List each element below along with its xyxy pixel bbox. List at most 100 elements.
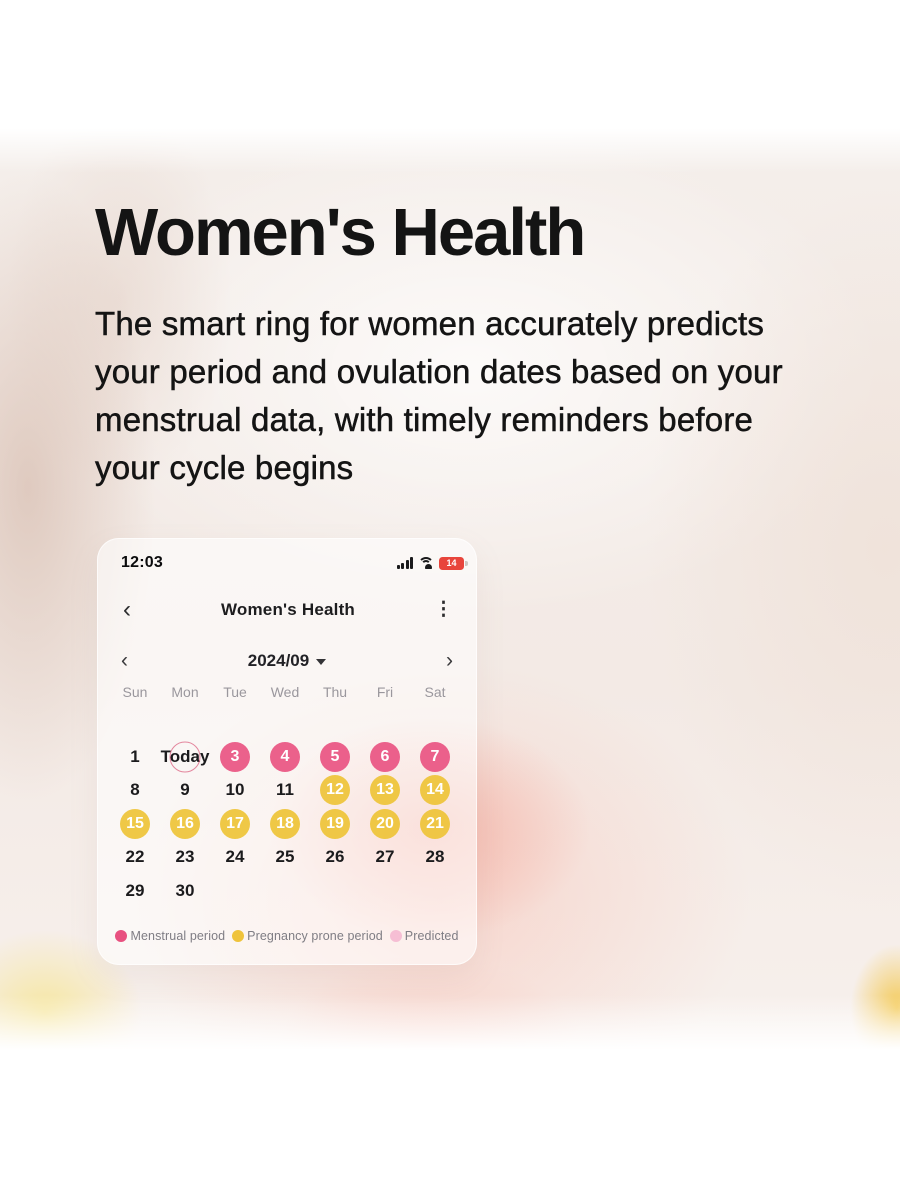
legend-label: Predicted [404, 929, 459, 943]
calendar-day-label: 8 [130, 780, 140, 800]
calendar-day-label: 29 [125, 880, 145, 900]
calendar-day-label: 10 [225, 780, 245, 800]
calendar-day-cell[interactable]: 24 [210, 841, 260, 875]
calendar-day-label: 1 [130, 746, 140, 766]
calendar-day-label: 28 [425, 847, 445, 867]
calendar-day-label: 25 [275, 847, 295, 867]
calendar-day-cell[interactable]: 23 [160, 841, 210, 875]
prev-month-chevron-icon[interactable]: ‹ [121, 649, 128, 672]
calendar-day-label: 19 [320, 808, 350, 839]
calendar-day-label: 24 [225, 847, 245, 867]
calendar-day-cell[interactable]: 22 [110, 841, 160, 875]
calendar-day-cell[interactable]: 1 [110, 740, 160, 774]
calendar-day-cell[interactable]: 28 [410, 841, 460, 875]
description-line: The smart ring for women accurately pred… [95, 305, 765, 343]
calendar-day-label: 22 [125, 847, 145, 867]
calendar-day-label: 5 [320, 741, 350, 772]
calendar-day-cell[interactable]: 3 [210, 740, 260, 774]
calendar-day-cell[interactable]: 17 [210, 807, 260, 841]
next-month-chevron-icon[interactable]: › [446, 649, 453, 672]
calendar-day-label: 15 [120, 808, 150, 839]
calendar-day-cell[interactable]: 8 [110, 774, 160, 808]
calendar-day-cell[interactable]: 20 [360, 807, 410, 841]
status-icons: 14 [396, 556, 468, 570]
calendar-day-cell[interactable]: 21 [410, 807, 460, 841]
calendar-day-label: 23 [175, 847, 195, 867]
calendar-day-cell[interactable]: 25 [260, 841, 310, 875]
calendar-day-label: 21 [420, 808, 450, 839]
legend-label: Pregnancy prone period [247, 929, 383, 943]
description-line: your cycle begins [95, 449, 354, 487]
weekday-label: Fri [376, 684, 394, 700]
calendar-day-label: 30 [175, 880, 195, 900]
weekday-label: Tue [223, 684, 247, 700]
calendar-legend: Menstrual period Pregnancy prone period … [97, 929, 477, 943]
status-bar: 12:03 14 [121, 552, 468, 574]
calendar-day-label: Today [160, 746, 210, 766]
calendar-day-cell[interactable]: 11 [260, 774, 310, 808]
calendar-day-label: 12 [320, 775, 350, 806]
kebab-menu-icon[interactable]: ⋮ [434, 599, 453, 620]
weekday-header-row: Sun Mon Tue Wed Thu Fri Sat [110, 684, 460, 700]
calendar-day-label: 16 [170, 808, 200, 839]
description-line: menstrual data, with timely reminders be… [95, 401, 754, 439]
calendar-day-cell[interactable]: Today [160, 740, 210, 774]
cellular-signal-icon [396, 557, 413, 569]
wifi-icon [418, 557, 434, 569]
back-chevron-icon[interactable]: ‹ [123, 596, 131, 623]
calendar-day-label: 7 [420, 741, 450, 772]
weekday-label: Sat [424, 684, 446, 700]
weekday-label: Sun [122, 684, 148, 700]
calendar-day-cell[interactable]: 7 [410, 740, 460, 774]
calendar-day-cell[interactable]: 19 [310, 807, 360, 841]
calendar-day-cell[interactable]: 12 [310, 774, 360, 808]
calendar-day-label: 18 [270, 808, 300, 839]
page-description: The smart ring for women accurately pred… [95, 300, 783, 492]
legend-dot-icon [232, 930, 245, 942]
battery-low-icon: 14 [439, 556, 468, 570]
month-navigation: ‹ 2024/09 › [121, 648, 453, 674]
calendar-day-label: 17 [220, 808, 250, 839]
calendar-day-cell[interactable]: 15 [110, 807, 160, 841]
calendar-day-cell[interactable]: 27 [360, 841, 410, 875]
calendar-day-cell[interactable]: 26 [310, 841, 360, 875]
page-title: Women's Health [95, 195, 586, 270]
calendar-day-label: 11 [276, 780, 294, 800]
calendar-day-cell[interactable]: 29 [110, 874, 160, 908]
phone-app-screenshot: 12:03 14 ‹ Women's Health ⋮ ‹ 2024/09 › … [97, 538, 477, 965]
battery-level: 14 [446, 557, 457, 568]
calendar-day-cell[interactable]: 14 [410, 774, 460, 808]
calendar-day-label: 20 [370, 808, 400, 839]
calendar-day-label: 6 [370, 741, 400, 772]
legend-item: Pregnancy prone period [232, 929, 383, 943]
app-title: Women's Health [220, 600, 356, 619]
legend-item: Menstrual period [115, 929, 225, 943]
legend-label: Menstrual period [130, 929, 226, 943]
dropdown-caret-icon[interactable] [316, 659, 327, 665]
calendar-day-cell[interactable]: 9 [160, 774, 210, 808]
calendar-day-label: 26 [325, 847, 345, 867]
calendar-day-cell[interactable]: 10 [210, 774, 260, 808]
legend-dot-icon [115, 930, 128, 942]
calendar-day-label: 14 [420, 775, 450, 806]
calendar-day-label: 9 [180, 780, 190, 800]
weekday-label: Wed [270, 684, 300, 700]
calendar-grid: 1 Today 3 4 5 6 [110, 740, 460, 908]
calendar-day-cell[interactable]: 13 [360, 774, 410, 808]
month-label[interactable]: 2024/09 [247, 651, 310, 670]
legend-item: Predicted [389, 929, 459, 943]
calendar-day-label: 3 [220, 741, 250, 772]
app-header: ‹ Women's Health ⋮ [123, 596, 453, 624]
description-line: your period and ovulation dates based on… [95, 353, 783, 391]
clock-time: 12:03 [121, 554, 163, 571]
calendar-day-cell[interactable]: 5 [310, 740, 360, 774]
weekday-label: Mon [171, 684, 199, 700]
calendar-day-cell[interactable]: 30 [160, 874, 210, 908]
calendar-day-cell[interactable]: 16 [160, 807, 210, 841]
calendar-day-label: 13 [370, 775, 400, 806]
calendar-day-cell[interactable]: 4 [260, 740, 310, 774]
calendar-day-cell[interactable]: 6 [360, 740, 410, 774]
calendar-day-cell[interactable]: 18 [260, 807, 310, 841]
month-selector[interactable]: 2024/09 [121, 651, 453, 671]
